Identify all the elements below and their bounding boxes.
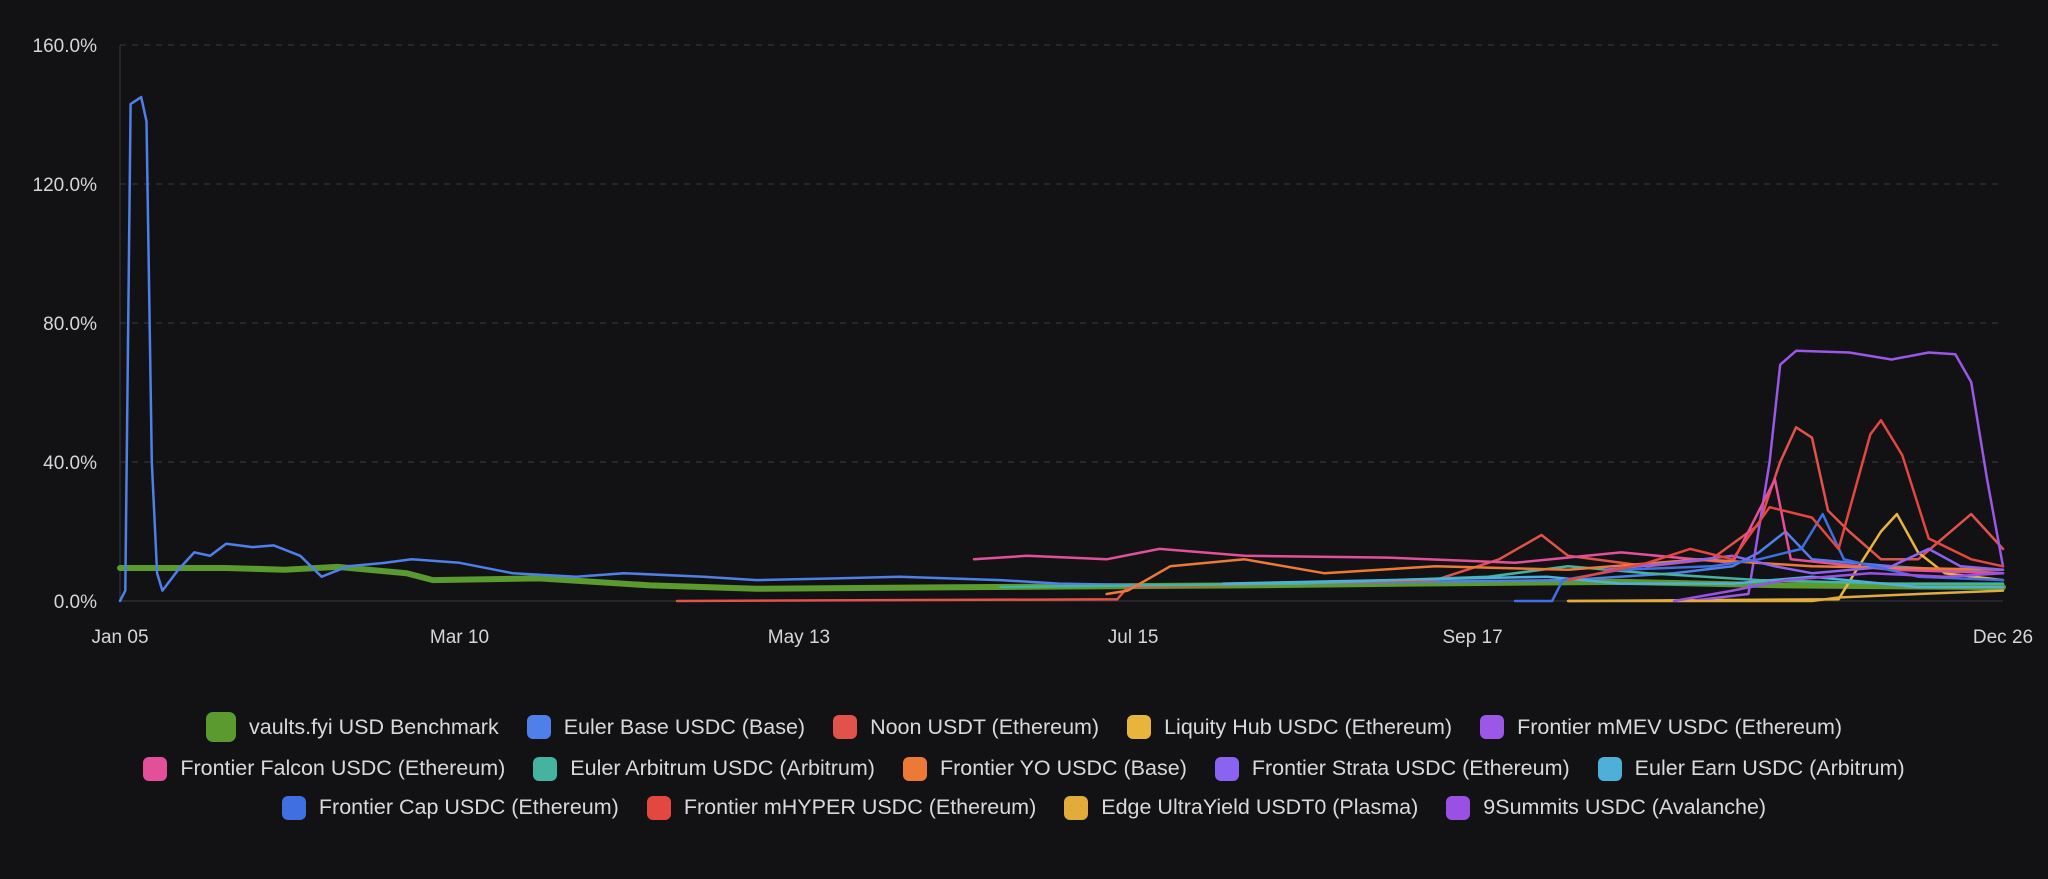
legend-label: Liquity Hub USDC (Ethereum) bbox=[1164, 714, 1453, 739]
x-tick-label: Mar 10 bbox=[430, 627, 489, 648]
legend-item[interactable]: Frontier Cap USDC (Ethereum) bbox=[281, 795, 619, 820]
legend-item[interactable]: Frontier Falcon USDC (Ethereum) bbox=[143, 756, 505, 781]
series-line-9 bbox=[1222, 575, 2005, 589]
y-tick-label: 160.0% bbox=[33, 36, 98, 57]
legend-item[interactable]: Frontier YO USDC (Base) bbox=[902, 756, 1187, 781]
legend-item[interactable]: Frontier Strata USDC (Ethereum) bbox=[1214, 756, 1570, 781]
legend-row: Frontier Cap USDC (Ethereum) Frontier mHY… bbox=[281, 795, 1766, 820]
legend-swatch bbox=[205, 712, 236, 742]
legend-swatch bbox=[646, 795, 671, 820]
legend-label: vaults.fyi USD Benchmark bbox=[248, 714, 499, 739]
series-line-8 bbox=[1603, 547, 2005, 575]
legend-swatch bbox=[1064, 795, 1089, 820]
legend-swatch bbox=[526, 715, 551, 739]
legend-label: Frontier Falcon USDC (Ethereum) bbox=[180, 756, 506, 780]
legend-swatch bbox=[1127, 715, 1152, 739]
legend-swatch bbox=[1214, 756, 1239, 781]
legend-item[interactable]: Euler Arbitrum USDC (Arbitrum) bbox=[533, 756, 875, 781]
legend-label: Euler Base USDC (Base) bbox=[563, 714, 806, 739]
legend-item[interactable]: Noon USDT (Ethereum) bbox=[833, 712, 1099, 742]
x-tick-label: Jan 05 bbox=[91, 627, 148, 648]
series-line-1 bbox=[118, 95, 2005, 603]
legend-item[interactable]: Liquity Hub USDC (Ethereum) bbox=[1127, 712, 1452, 742]
x-tick-label: May 13 bbox=[768, 627, 830, 648]
legend-item[interactable]: Frontier mHYPER USDC (Ethereum) bbox=[646, 795, 1037, 820]
grid-layer bbox=[120, 44, 2003, 463]
x-tick-label: Jul 15 bbox=[1108, 627, 1159, 648]
legend-swatch bbox=[143, 756, 168, 781]
legend-label: Edge UltraYield USDT0 (Plasma) bbox=[1101, 795, 1419, 819]
series-line-0 bbox=[117, 563, 2006, 592]
y-tick-label: 40.0% bbox=[43, 453, 97, 474]
legend-swatch bbox=[833, 715, 858, 739]
legend-item[interactable]: Edge UltraYield USDT0 (Plasma) bbox=[1064, 795, 1418, 820]
series-line-4 bbox=[1688, 349, 2005, 603]
x-tick-label: Sep 17 bbox=[1442, 627, 1502, 648]
series-line-2 bbox=[675, 426, 2005, 603]
legend-label: Frontier mMEV USDC (Ethereum) bbox=[1517, 714, 1843, 739]
series-layer bbox=[117, 95, 2006, 603]
legend-item[interactable]: vaults.fyi USD Benchmark bbox=[205, 712, 499, 742]
legend: vaults.fyi USD Benchmark Euler Base USDC … bbox=[0, 712, 2048, 820]
legend-swatch bbox=[1480, 715, 1505, 739]
x-tick-label: Dec 26 bbox=[1973, 627, 2033, 648]
legend-item[interactable]: Frontier mMEV USDC (Ethereum) bbox=[1480, 712, 1842, 742]
legend-label: Euler Earn USDC (Arbitrum) bbox=[1634, 756, 1905, 780]
legend-row: Frontier Falcon USDC (Ethereum) Euler Arb… bbox=[143, 756, 1905, 781]
series-line-13 bbox=[1672, 571, 2005, 603]
legend-label: Frontier mHYPER USDC (Ethereum) bbox=[683, 795, 1037, 819]
y-tick-label: 0.0% bbox=[54, 592, 97, 613]
legend-label: 9Summits USDC (Avalanche) bbox=[1483, 795, 1767, 819]
legend-swatch bbox=[1446, 795, 1471, 820]
tick-label-layer: 0.0% 40.0% 80.0% 120.0% 160.0% Jan 05 Mar 10 Ma… bbox=[33, 36, 2034, 648]
series-line-5 bbox=[972, 478, 2005, 575]
legend-swatch bbox=[533, 756, 558, 781]
y-tick-label: 120.0% bbox=[33, 175, 98, 196]
legend-swatch bbox=[1597, 756, 1622, 781]
legend-label: Noon USDT (Ethereum) bbox=[870, 714, 1100, 739]
y-tick-label: 80.0% bbox=[43, 314, 97, 335]
legend-item[interactable]: Euler Base USDC (Base) bbox=[526, 712, 806, 742]
series-line-10 bbox=[1513, 512, 2005, 603]
legend-label: Frontier Cap USDC (Ethereum) bbox=[318, 795, 619, 819]
series-line-11 bbox=[1566, 419, 2005, 582]
legend-item[interactable]: Euler Earn USDC (Arbitrum) bbox=[1597, 756, 1905, 781]
legend-swatch bbox=[902, 756, 927, 781]
series-line-12 bbox=[1566, 589, 2005, 603]
legend-label: Euler Arbitrum USDC (Arbitrum) bbox=[570, 756, 875, 780]
legend-label: Frontier YO USDC (Base) bbox=[939, 756, 1187, 780]
legend-item[interactable]: 9Summits USDC (Avalanche) bbox=[1446, 795, 1766, 820]
legend-swatch bbox=[281, 795, 306, 820]
legend-row: vaults.fyi USD Benchmark Euler Base USDC … bbox=[205, 712, 1842, 742]
legend-label: Frontier Strata USDC (Ethereum) bbox=[1251, 756, 1570, 780]
line-chart: 0.0% 40.0% 80.0% 120.0% 160.0% Jan 05 Mar 10 Ma… bbox=[33, 36, 2034, 648]
